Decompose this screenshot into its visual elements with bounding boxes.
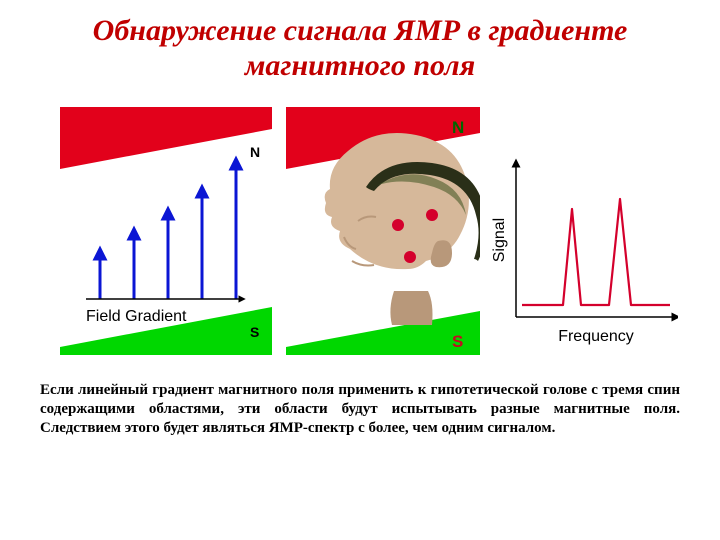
n-label-1: N xyxy=(250,144,260,160)
x-axis-label: Frequency xyxy=(558,328,634,345)
y-axis-label: Signal xyxy=(491,218,508,262)
spectrum-line xyxy=(522,199,670,305)
s-label-1: S xyxy=(250,324,259,340)
spin-dot xyxy=(404,251,416,263)
slide-title: Обнаружение сигнала ЯМР в градиенте магн… xyxy=(0,0,720,89)
panel-spectrum: Frequency Signal xyxy=(488,145,678,355)
caption-text: Если линейный градиент магнитного поля п… xyxy=(0,363,720,437)
field-gradient-label: Field Gradient xyxy=(86,308,187,325)
panel-field-gradient: N S Field Gradient xyxy=(42,107,272,355)
spin-dot xyxy=(426,209,438,221)
figure-row: NSField Gradient NS FrequencySignal xyxy=(0,89,720,363)
panel-head: NS xyxy=(280,107,480,355)
n-label-2: N xyxy=(452,118,464,137)
s-label-2: S xyxy=(452,332,463,351)
spin-dot xyxy=(392,219,404,231)
